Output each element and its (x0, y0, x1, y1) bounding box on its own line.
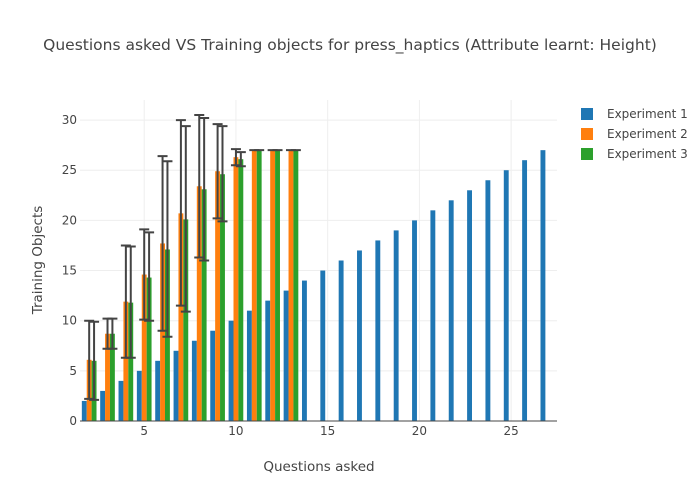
error-bar (125, 245, 136, 359)
error-bar (144, 231, 155, 322)
error-bar (89, 320, 100, 401)
bar-experiment-1[interactable] (191, 340, 197, 421)
bar-experiment-3[interactable] (146, 277, 152, 421)
y-axis-ticks: 0 5 10 15 20 25 30 (62, 113, 77, 428)
bar-experiment-1[interactable] (118, 380, 124, 421)
bar-experiment-1[interactable] (301, 280, 307, 421)
x-tick-label: 20 (412, 424, 427, 438)
bar-experiment-1[interactable] (136, 370, 142, 421)
y-tick-label: 25 (62, 163, 77, 177)
y-tick-label: 20 (62, 213, 77, 227)
error-bar (235, 151, 246, 168)
bar-experiment-1[interactable] (393, 230, 399, 421)
bar-experiment-1[interactable] (81, 400, 87, 421)
bar-experiment-2[interactable] (233, 157, 239, 421)
bar-experiment-2[interactable] (160, 243, 166, 421)
legend-label: Experiment 3 (607, 147, 688, 161)
x-axis-title: Questions asked (263, 459, 374, 475)
bar-experiment-1[interactable] (540, 150, 546, 421)
bar-experiment-1[interactable] (522, 160, 528, 421)
y-tick-label: 30 (62, 113, 77, 127)
bar-experiment-1[interactable] (210, 330, 216, 421)
bar-experiment-2[interactable] (270, 150, 276, 421)
error-bar (212, 123, 223, 220)
bar-experiment-3[interactable] (238, 159, 244, 421)
error-bar (139, 228, 150, 321)
bar-experiment-2[interactable] (141, 274, 147, 421)
x-tick-label: 15 (320, 424, 335, 438)
y-tick-label: 15 (62, 264, 77, 278)
x-tick-label: 5 (140, 424, 148, 438)
y-tick-label: 10 (62, 314, 77, 328)
bar-experiment-3[interactable] (220, 174, 225, 421)
bar-experiment-1[interactable] (246, 310, 252, 421)
error-bar (175, 119, 186, 307)
x-axis-ticks: 5 10 15 20 25 (140, 424, 518, 438)
legend[interactable]: Experiment 1 Experiment 2 Experiment 3 (581, 107, 688, 161)
bar-experiment-1[interactable] (228, 320, 234, 421)
bar-experiment-3[interactable] (109, 333, 115, 421)
gridlines (80, 100, 557, 421)
error-bars (84, 114, 301, 401)
bar-experiment-3[interactable] (201, 189, 207, 421)
bar-experiment-1[interactable] (375, 240, 381, 421)
bar-experiment-1[interactable] (173, 350, 179, 421)
error-bar (162, 160, 173, 338)
legend-swatch (581, 148, 593, 160)
bar-experiment-1[interactable] (155, 360, 161, 421)
bar-experiment-1[interactable] (338, 260, 344, 422)
bar-experiment-3[interactable] (275, 150, 280, 421)
error-bar (217, 125, 228, 223)
legend-swatch (581, 128, 593, 140)
legend-swatch (581, 108, 593, 120)
bar-experiment-1[interactable] (100, 390, 106, 421)
bar-experiment-2[interactable] (123, 301, 129, 421)
bar-experiment-2[interactable] (196, 186, 202, 421)
legend-item-experiment-2[interactable]: Experiment 2 (581, 127, 688, 141)
bar-experiment-1[interactable] (503, 170, 509, 421)
bar-experiment-1[interactable] (412, 220, 417, 421)
y-axis-title: Training Objects (30, 206, 46, 316)
bar-experiment-3[interactable] (256, 150, 262, 421)
x-tick-label: 25 (503, 424, 518, 438)
bar-experiment-1[interactable] (265, 300, 271, 421)
chart-title: Questions asked VS Training objects for … (43, 36, 657, 55)
error-bar (107, 317, 118, 350)
bar-experiment-1[interactable] (283, 290, 289, 421)
legend-item-experiment-1[interactable]: Experiment 1 (581, 107, 688, 121)
bar-experiment-1[interactable] (320, 270, 326, 421)
bar-experiment-2[interactable] (288, 150, 294, 421)
bar-experiment-3[interactable] (293, 150, 299, 421)
error-bar (157, 155, 168, 332)
y-tick-label: 5 (69, 364, 77, 378)
bar-experiment-2[interactable] (215, 171, 221, 421)
bar-experiment-1[interactable] (467, 190, 472, 421)
error-bar (194, 114, 205, 259)
bars[interactable] (81, 150, 546, 422)
bar-experiment-3[interactable] (183, 219, 189, 421)
legend-label: Experiment 2 (607, 127, 688, 141)
bar-experiment-1[interactable] (485, 180, 491, 421)
y-tick-label: 0 (69, 414, 77, 428)
bar-experiment-2[interactable] (251, 150, 257, 421)
legend-item-experiment-3[interactable]: Experiment 3 (581, 147, 688, 161)
legend-label: Experiment 1 (607, 107, 688, 121)
bar-experiment-1[interactable] (430, 210, 436, 421)
bar-experiment-3[interactable] (128, 302, 134, 421)
x-tick-label: 10 (228, 424, 243, 438)
bar-experiment-1[interactable] (357, 250, 362, 421)
bar-experiment-2[interactable] (105, 333, 110, 421)
bar-experiment-1[interactable] (448, 200, 454, 421)
error-bar (84, 319, 95, 400)
error-bar (180, 125, 191, 313)
error-bar (199, 117, 210, 262)
bar-experiment-2[interactable] (178, 213, 184, 421)
